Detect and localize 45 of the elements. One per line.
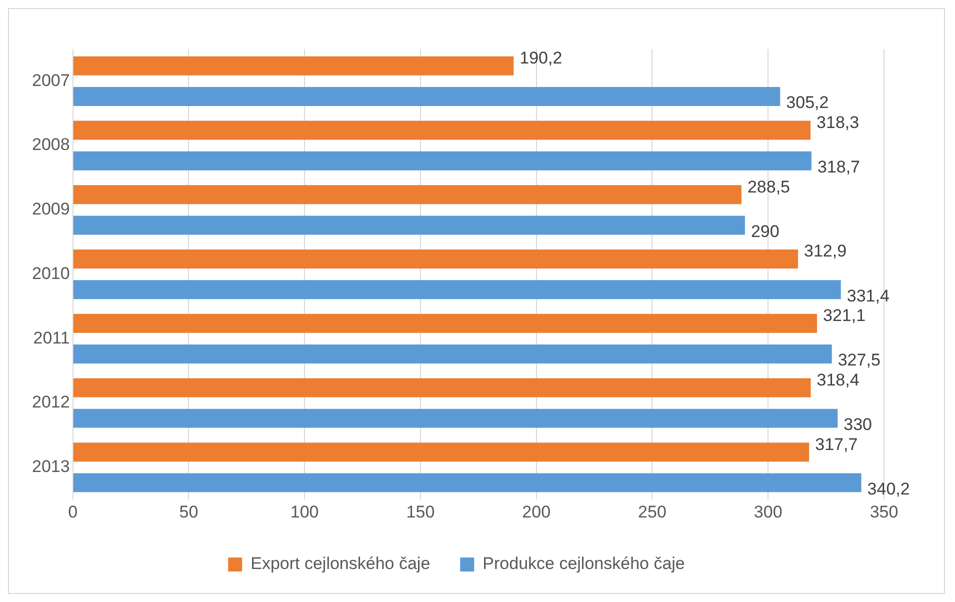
x-tick-label: 150 xyxy=(406,502,435,522)
bar xyxy=(73,56,514,76)
data-label: 331,4 xyxy=(846,286,890,306)
bar xyxy=(73,344,832,364)
data-label: 327,5 xyxy=(838,350,880,370)
bar xyxy=(73,151,812,170)
x-tick-label: 250 xyxy=(638,502,666,522)
x-tick-label: 50 xyxy=(179,502,198,522)
y-tick-label: 2013 xyxy=(32,457,70,476)
legend-label: Produkce cejlonského čaje xyxy=(482,554,685,574)
data-label: 340,2 xyxy=(867,479,910,498)
x-tick-label: 200 xyxy=(522,502,551,522)
x-tick-label: 350 xyxy=(870,502,898,522)
y-tick-label: 2009 xyxy=(32,200,70,219)
y-tick-label: 2007 xyxy=(32,70,70,90)
bar xyxy=(73,408,838,428)
y-tick-label: 2008 xyxy=(32,135,70,154)
data-label: 318,3 xyxy=(816,112,860,132)
y-tick-label: 2012 xyxy=(32,392,70,412)
data-label: 290 xyxy=(750,222,780,241)
data-label: 305,2 xyxy=(786,93,829,112)
data-label: 190,2 xyxy=(520,48,562,68)
data-label: 318,4 xyxy=(816,370,860,390)
bar xyxy=(73,378,811,398)
bar xyxy=(73,120,811,140)
data-label: 330 xyxy=(844,415,872,434)
bar xyxy=(73,280,841,300)
data-label: 312,9 xyxy=(804,242,847,261)
y-tick-label: 2010 xyxy=(32,264,70,283)
bar xyxy=(73,86,780,106)
x-tick-label: 0 xyxy=(68,502,78,522)
data-label: 318,7 xyxy=(817,158,860,177)
bar xyxy=(73,442,810,462)
data-label: 321,1 xyxy=(823,306,866,326)
bar xyxy=(73,250,798,268)
x-tick-label: 300 xyxy=(754,502,782,522)
y-tick-label: 2011 xyxy=(33,328,70,348)
bar xyxy=(73,185,742,204)
bar xyxy=(73,216,745,235)
bar xyxy=(73,473,862,492)
bar xyxy=(73,314,818,333)
x-tick-label: 100 xyxy=(290,502,319,522)
legend-label: Export cejlonského čaje xyxy=(250,554,430,574)
data-label: 288,5 xyxy=(747,177,790,196)
data-label: 317,7 xyxy=(815,434,858,454)
